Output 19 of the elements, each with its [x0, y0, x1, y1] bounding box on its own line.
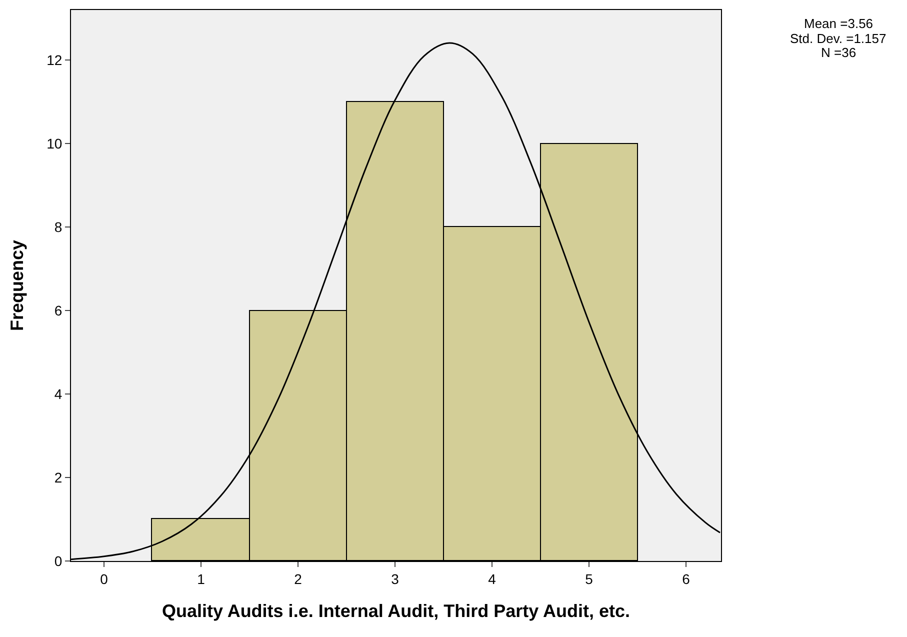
y-tick-label: 0 — [54, 552, 62, 569]
x-tick-label: 6 — [682, 570, 690, 587]
y-tick-label: 6 — [54, 302, 62, 318]
text: Mean =3.56 — [804, 16, 874, 31]
x-axis-title: Quality Audits i.e. Internal Audit, Third Party Audit, etc. — [162, 600, 630, 621]
y-axis-title: Frequency — [6, 240, 27, 332]
y-tick-label: 10 — [46, 135, 62, 152]
x-tick-label: 1 — [197, 570, 206, 587]
y-tick-label: 4 — [54, 386, 62, 402]
x-tick-label: 0 — [100, 570, 108, 587]
y-tick-label: 2 — [54, 469, 62, 486]
x-tick-label: 3 — [391, 570, 400, 587]
x-tick-label: 4 — [488, 570, 496, 587]
text: N =36 — [821, 45, 856, 60]
text: Std. Dev. =1.157 — [790, 31, 886, 46]
y-tick-label: 12 — [46, 52, 62, 68]
y-tick-label: 8 — [54, 218, 62, 235]
x-tick-label: 2 — [294, 570, 302, 587]
x-tick-label: 5 — [585, 570, 594, 587]
